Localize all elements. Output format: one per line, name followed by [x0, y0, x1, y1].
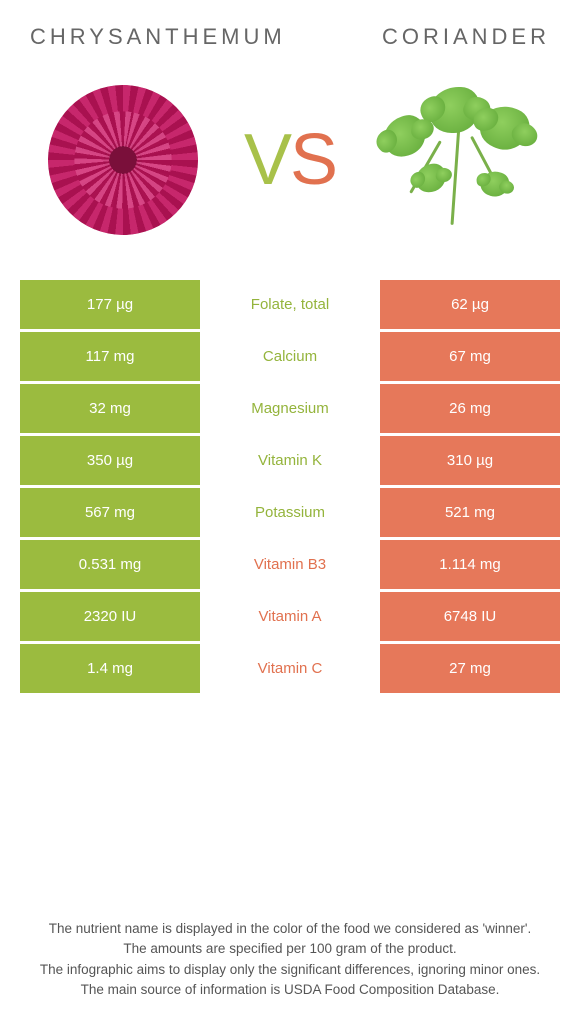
flower-icon: [48, 85, 198, 235]
title-right: CORIANDER: [382, 24, 550, 50]
comparison-table: 177 µgFolate, total62 µg117 mgCalcium67 …: [20, 280, 560, 696]
hero-row: VS: [0, 60, 580, 280]
right-value: 6748 IU: [380, 592, 560, 641]
nutrient-name: Vitamin B3: [200, 540, 380, 589]
nutrient-name: Potassium: [200, 488, 380, 537]
nutrient-name: Vitamin K: [200, 436, 380, 485]
footer-line: The amounts are specified per 100 gram o…: [26, 939, 554, 959]
nutrient-name: Folate, total: [200, 280, 380, 329]
nutrient-name: Vitamin A: [200, 592, 380, 641]
footer-line: The nutrient name is displayed in the co…: [26, 919, 554, 939]
right-value: 67 mg: [380, 332, 560, 381]
coriander-icon: [372, 85, 542, 235]
nutrient-name: Calcium: [200, 332, 380, 381]
table-row: 567 mgPotassium521 mg: [20, 488, 560, 540]
table-row: 32 mgMagnesium26 mg: [20, 384, 560, 436]
table-row: 350 µgVitamin K310 µg: [20, 436, 560, 488]
right-value: 62 µg: [380, 280, 560, 329]
left-value: 1.4 mg: [20, 644, 200, 693]
footer-line: The infographic aims to display only the…: [26, 960, 554, 980]
footer-line: The main source of information is USDA F…: [26, 980, 554, 1000]
right-value: 26 mg: [380, 384, 560, 433]
table-row: 1.4 mgVitamin C27 mg: [20, 644, 560, 696]
right-value: 521 mg: [380, 488, 560, 537]
right-value: 27 mg: [380, 644, 560, 693]
left-value: 0.531 mg: [20, 540, 200, 589]
left-value: 177 µg: [20, 280, 200, 329]
left-value: 32 mg: [20, 384, 200, 433]
header-titles: CHRYSANTHEMUM CORIANDER: [0, 0, 580, 60]
left-value: 117 mg: [20, 332, 200, 381]
nutrient-name: Vitamin C: [200, 644, 380, 693]
left-value: 567 mg: [20, 488, 200, 537]
table-row: 177 µgFolate, total62 µg: [20, 280, 560, 332]
right-value: 1.114 mg: [380, 540, 560, 589]
vs-s: S: [290, 120, 336, 200]
coriander-image: [372, 75, 542, 245]
table-row: 117 mgCalcium67 mg: [20, 332, 560, 384]
footer-notes: The nutrient name is displayed in the co…: [0, 919, 580, 1000]
vs-v: V: [244, 120, 290, 200]
left-value: 2320 IU: [20, 592, 200, 641]
table-row: 2320 IUVitamin A6748 IU: [20, 592, 560, 644]
vs-label: VS: [244, 119, 336, 201]
title-left: CHRYSANTHEMUM: [30, 24, 286, 50]
right-value: 310 µg: [380, 436, 560, 485]
table-row: 0.531 mgVitamin B31.114 mg: [20, 540, 560, 592]
nutrient-name: Magnesium: [200, 384, 380, 433]
chrysanthemum-image: [38, 75, 208, 245]
left-value: 350 µg: [20, 436, 200, 485]
